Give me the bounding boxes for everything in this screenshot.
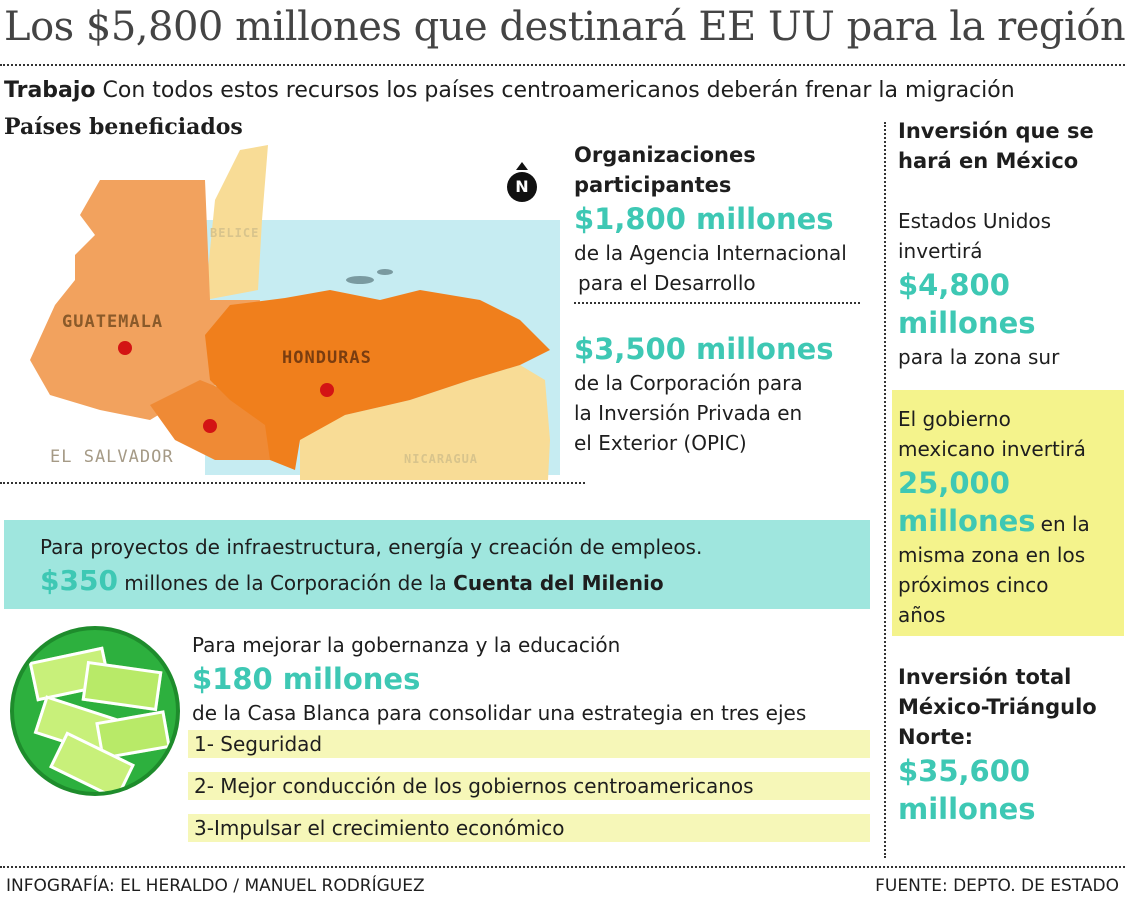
label-nicaragua: NICARAGUA [404, 452, 479, 466]
nicaragua-shape [300, 365, 550, 480]
opic-section: $3,500 millones de la Corporación para l… [574, 330, 874, 458]
guatemala-shape [30, 180, 260, 420]
north-arrow-icon: N [506, 162, 538, 204]
bay-islands-small [377, 269, 393, 275]
gobernanza-line1: Para mejorar la gobernanza y la educació… [192, 633, 621, 657]
mexican-government-section: El gobierno mexicano invertirá 25,000 mi… [898, 404, 1122, 630]
label-honduras: HONDURAS [282, 348, 372, 368]
mexico-heading-2: hará en México [898, 149, 1079, 173]
org2-line1: de la Corporación para [574, 371, 803, 395]
milenio-line1: Para proyectos de infraestructura, energ… [40, 535, 703, 559]
mexico-heading-1: Inversión que se [898, 119, 1094, 143]
us-line3: para la zona sur [898, 345, 1060, 369]
mexican-government-box [892, 390, 1124, 636]
total-line2: México-Triángulo [898, 695, 1097, 719]
el-salvador-marker [203, 419, 217, 433]
axis-item: 3-Impulsar el crecimiento económico [188, 814, 870, 842]
central-america-map [30, 145, 560, 480]
gov-line5: próximos cinco [898, 573, 1049, 597]
column-divider [884, 122, 886, 858]
total-amount-1: $35,600 [898, 754, 1031, 788]
subtitle: Trabajo Con todos estos recursos los paí… [4, 78, 1015, 103]
guatemala-marker [118, 341, 132, 355]
total-line1: Inversión total [898, 665, 1072, 689]
milenio-line2: $350 millones de la Corporación de la Cu… [40, 562, 664, 602]
org1-line2: para el Desarrollo [578, 271, 756, 295]
axis-item: 2- Mejor conducción de los gobiernos cen… [188, 772, 870, 800]
axis-item: 1- Seguridad [188, 730, 870, 758]
title-divider [0, 64, 1125, 66]
subtitle-text: Con todos estos recursos los países cent… [102, 78, 1015, 103]
label-el-salvador: EL SALVADOR [50, 447, 174, 467]
gov-line3: en la [1040, 512, 1090, 536]
belice-shape [205, 145, 268, 300]
org2-amount: $3,500 millones [574, 332, 834, 366]
gobernanza-amount: $180 millones [192, 662, 421, 696]
us-amount-2: millones [898, 306, 1036, 340]
gov-amount-1: 25,000 [898, 466, 1010, 500]
infographic-title: Los $5,800 millones que destinará EE UU … [4, 4, 1125, 50]
footer-source: FUENTE: DEPTO. DE ESTADO [875, 876, 1119, 896]
gobernanza-section: Para mejorar la gobernanza y la educació… [192, 630, 872, 728]
gov-line1: El gobierno [898, 407, 1011, 431]
total-line3: Norte: [898, 725, 974, 749]
gov-line4: misma zona en los [898, 543, 1086, 567]
organizations-divider [574, 302, 860, 304]
org2-line2: la Inversión Privada en [574, 401, 803, 425]
gobernanza-line2: de la Casa Blanca para consolidar una es… [192, 701, 807, 725]
milenio-band [4, 520, 870, 609]
milenio-bold: Cuenta del Milenio [453, 571, 664, 595]
total-investment-section: Inversión total México-Triángulo Norte: … [898, 662, 1123, 828]
gov-line2: mexicano invertirá [898, 437, 1086, 461]
bay-islands [346, 276, 374, 284]
org1-line1: de la Agencia Internacional [574, 241, 847, 265]
north-label: N [507, 172, 537, 202]
money-stack-icon [10, 626, 180, 796]
total-amount-2: millones [898, 792, 1036, 826]
map-heading: Países beneficiados [4, 114, 243, 140]
milenio-amount: $350 [40, 564, 118, 597]
gov-amount-2: millones [898, 504, 1036, 538]
us-line1: Estados Unidos [898, 209, 1052, 233]
map-divider [0, 482, 585, 484]
gov-line6: años [898, 603, 946, 627]
org1-amount: $1,800 millones [574, 202, 834, 236]
organizations-section: Organizaciones participantes $1,800 mill… [574, 140, 874, 298]
honduras-marker [320, 383, 334, 397]
mexico-section: Inversión que se hará en México Estados … [898, 116, 1123, 372]
footer-credit: INFOGRAFÍA: EL HERALDO / MANUEL RODRÍGUE… [6, 876, 425, 896]
us-amount-1: $4,800 [898, 268, 1010, 302]
label-belice: BELICE [210, 226, 260, 240]
milenio-mid: millones de la Corporación de la [124, 571, 447, 595]
gov-amount-row: millones en la [898, 502, 1122, 540]
subtitle-lead: Trabajo [4, 78, 96, 103]
organizations-heading-2: participantes [574, 173, 732, 197]
honduras-shape [205, 290, 550, 470]
org2-line3: el Exterior (OPIC) [574, 431, 747, 455]
us-line2: invertirá [898, 239, 983, 263]
organizations-heading-1: Organizaciones [574, 143, 756, 167]
footer-divider [0, 866, 1125, 868]
label-guatemala: GUATEMALA [62, 312, 164, 332]
